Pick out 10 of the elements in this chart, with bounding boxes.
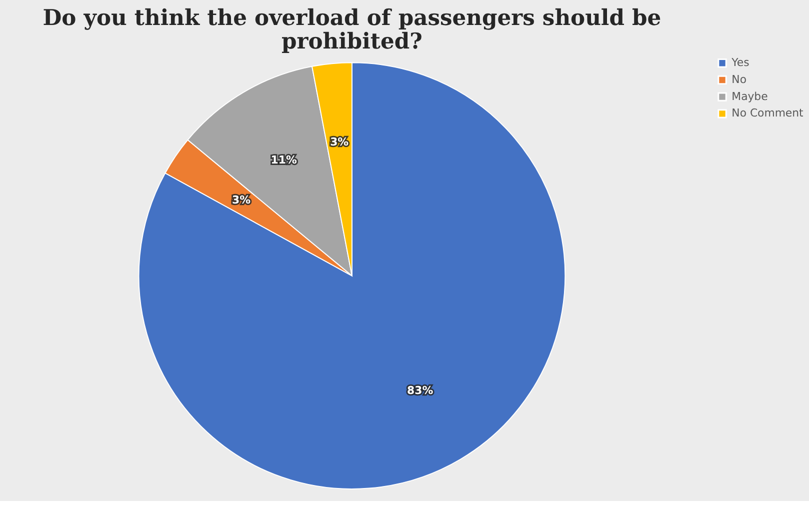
legend-label: Yes: [730, 56, 750, 70]
data-label: 11%: [270, 154, 297, 167]
data-label: 3%: [232, 194, 251, 207]
legend-label: No Comment: [732, 106, 804, 120]
pie-slice: [138, 62, 566, 490]
chart-title: Do you think the overload of passengers should be prohibited?: [42, 6, 662, 55]
data-label: 83%: [407, 384, 434, 397]
legend-label: Maybe: [732, 90, 768, 103]
legend-label: No: [732, 72, 747, 86]
data-label: 3%: [330, 136, 349, 149]
